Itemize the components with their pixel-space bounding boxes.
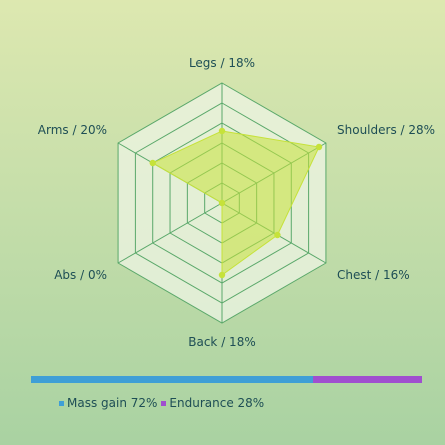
radar-point-back	[218, 271, 226, 279]
legend: Mass gain 72% Endurance 28%	[59, 396, 264, 410]
radar-point-chest	[274, 231, 281, 239]
axis-label-arms: Arms / 20%	[38, 123, 107, 137]
legend-swatch	[59, 400, 64, 406]
legend-swatch	[161, 400, 167, 406]
axis-label-back: Back / 18%	[188, 335, 255, 349]
radar-point-abs	[218, 199, 226, 207]
axis-label-shoulders: Shoulders / 28%	[337, 123, 435, 137]
split-bar	[31, 376, 422, 383]
legend-label: Endurance 28%	[169, 396, 265, 410]
axis-label-chest: Chest / 16%	[337, 268, 410, 282]
radar-point-shoulders	[315, 143, 323, 151]
split-bar-segment-mass-gain	[31, 376, 313, 383]
axis-label-legs: Legs / 18%	[189, 56, 255, 70]
legend-label: Mass gain 72%	[67, 396, 158, 410]
radar-spoke	[117, 202, 223, 264]
legend-item-mass-gain: Mass gain 72%	[59, 396, 157, 410]
radar-point-legs	[218, 127, 226, 135]
radar-point-arms	[149, 159, 156, 167]
legend-item-endurance: Endurance 28%	[161, 396, 264, 410]
axis-label-abs: Abs / 0%	[54, 268, 107, 282]
split-bar-segment-endurance	[312, 376, 422, 383]
